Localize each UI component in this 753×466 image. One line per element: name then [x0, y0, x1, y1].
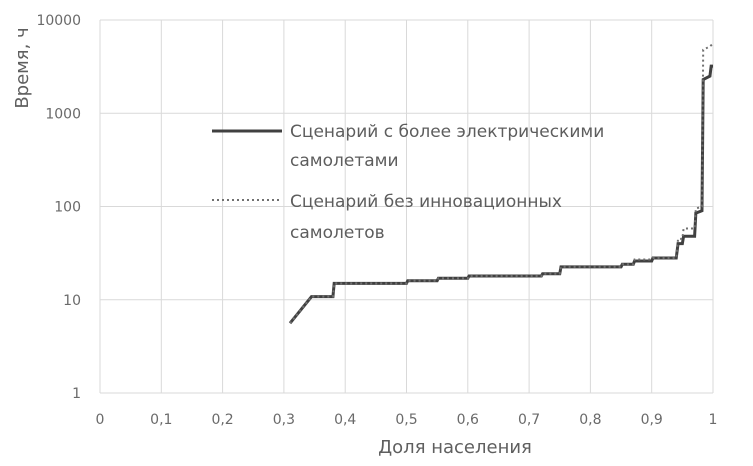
x-tick-label: 0,2: [211, 412, 233, 428]
x-tick-label: 0,4: [334, 412, 356, 428]
legend-label-no-innovation-line-2: самолетов: [290, 223, 385, 243]
x-tick-label: 0,9: [641, 412, 663, 428]
x-tick-label: 0,1: [150, 412, 172, 428]
legend-label-electric-line-1: Сценарий с более электрическими: [290, 122, 604, 142]
grid: [99, 19, 714, 394]
series-lines: [288, 42, 714, 325]
y-tick-label: 10000: [36, 13, 81, 29]
legend-label-no-innovation-line-1: Сценарий без инновационных: [290, 192, 562, 212]
x-tick-label: 0,3: [273, 412, 295, 428]
x-tick-label: 1: [709, 412, 718, 428]
x-tick-label: 0,6: [457, 412, 479, 428]
x-tick-label: 0,8: [579, 412, 601, 428]
y-tick-label: 1: [72, 386, 81, 402]
y-tick-label: 1000: [45, 106, 81, 122]
y-tick-label: 10: [63, 293, 81, 309]
legend-label-electric-line-2: самолетами: [290, 151, 399, 171]
series-line-no-innovation: [289, 42, 714, 324]
x-tick-label: 0,5: [395, 412, 417, 428]
y-axis-title: Время, ч: [12, 27, 33, 108]
x-tick-label: 0,7: [518, 412, 540, 428]
tick-labels: 0 0,1 0,2 0,3 0,4 0,5 0,6 0,7 0,8 0,9 1 1 10 100 1000 1…: [36, 13, 717, 428]
y-tick-label: 100: [54, 200, 81, 216]
x-tick-label: 0: [96, 412, 105, 428]
legend: Сценарий с более электрическими самолета…: [212, 122, 604, 243]
x-axis-title: Доля населения: [378, 437, 532, 458]
